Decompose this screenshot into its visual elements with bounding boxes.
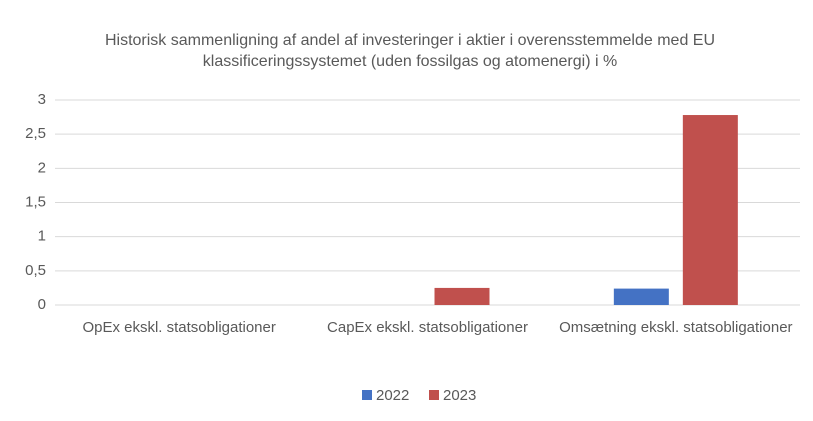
y-tick-label: 0 xyxy=(38,296,46,313)
y-tick-label: 1,5 xyxy=(25,193,46,210)
y-tick-label: 1 xyxy=(38,228,46,245)
bar xyxy=(613,288,669,305)
x-tick-label: Omsætning ekskl. statsobligationer xyxy=(559,319,793,336)
y-tick-label: 2 xyxy=(38,159,46,176)
y-tick-label: 2,5 xyxy=(25,125,46,142)
x-tick-label: OpEx ekskl. statsobligationer xyxy=(82,319,276,336)
x-tick-label: CapEx ekskl. statsobligationer xyxy=(327,319,528,336)
legend-label: 2023 xyxy=(443,387,476,404)
bar xyxy=(682,115,738,306)
legend-swatch xyxy=(429,390,439,400)
bar xyxy=(434,287,490,305)
y-tick-label: 3 xyxy=(38,91,46,108)
chart-title: Historisk sammenligning af andel af inve… xyxy=(104,32,716,70)
legend-swatch xyxy=(362,390,372,400)
y-tick-label: 0,5 xyxy=(25,262,46,279)
legend-label: 2022 xyxy=(376,387,409,404)
